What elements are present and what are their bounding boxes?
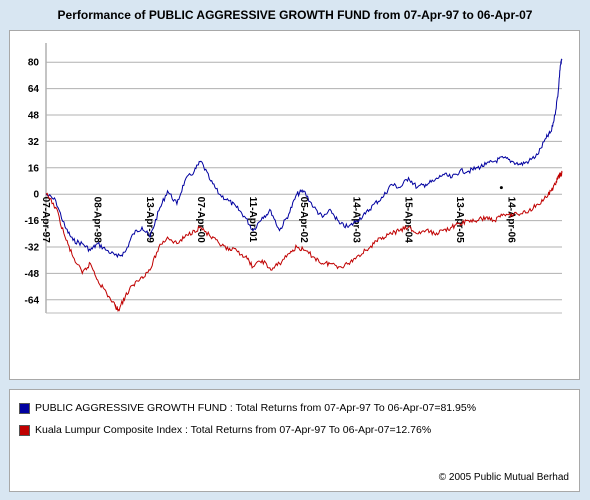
- chart-panel: 80 64 48 32 16 0 -16 -32 -48 -64 07-Apr-97 08-Apr-…: [9, 30, 580, 380]
- series-line-0: [45, 58, 563, 259]
- x-tick-label-0: 07-Apr-97: [40, 197, 51, 244]
- x-tick-label-5: 05-Apr-02: [298, 197, 309, 244]
- legend-swatch-index: [19, 424, 30, 436]
- x-tick-label-8: 13-Apr-05: [454, 197, 465, 244]
- y-tick-label-2: 48: [28, 111, 40, 122]
- y-tick-label-9: -64: [25, 295, 40, 306]
- y-tick-label-5: 0: [33, 190, 39, 201]
- legend-panel: PUBLIC AGGRESSIVE GROWTH FUND : Total Re…: [9, 389, 580, 492]
- x-tick-label-4: 11-Apr-01: [247, 197, 258, 243]
- legend-item-index: Kuala Lumpur Composite Index : Total Ret…: [19, 424, 431, 436]
- x-tick-label-2: 13-Apr-99: [144, 197, 155, 244]
- grid-layer: [45, 43, 562, 314]
- y-tick-label-0: 80: [28, 58, 40, 69]
- y-tick-label-7: -32: [25, 243, 40, 254]
- series-layer: [45, 58, 563, 313]
- y-tick-label-3: 32: [28, 137, 40, 148]
- y-tick-label-4: 16: [28, 163, 40, 174]
- chart-title: Performance of PUBLIC AGGRESSIVE GROWTH …: [57, 8, 533, 22]
- y-tick-label-8: -48: [25, 269, 40, 280]
- series-line-1: [45, 170, 563, 313]
- x-tick-label-7: 15-Apr-04: [403, 197, 414, 244]
- legend-swatch-fund: [19, 402, 30, 414]
- annotation-point-0: [499, 186, 503, 190]
- x-tick-label-3: 07-Apr-00: [195, 197, 206, 244]
- performance-chart: 80 64 48 32 16 0 -16 -32 -48 -64 07-Apr-97 08-Apr-…: [25, 43, 563, 314]
- x-tick-label-6: 14-Apr-03: [351, 197, 362, 244]
- y-tick-label-1: 64: [28, 84, 40, 95]
- legend-item-fund: PUBLIC AGGRESSIVE GROWTH FUND : Total Re…: [19, 402, 476, 414]
- legend-label-index: Kuala Lumpur Composite Index : Total Ret…: [35, 424, 432, 436]
- x-axis-ticks: 07-Apr-97 08-Apr-98 13-Apr-99 07-Apr-00 11-A…: [40, 197, 517, 244]
- x-tick-label-9: 14-Apr-06: [506, 197, 517, 244]
- legend-label-fund: PUBLIC AGGRESSIVE GROWTH FUND : Total Re…: [35, 402, 477, 414]
- copyright-text: © 2005 Public Mutual Berhad: [438, 472, 569, 483]
- x-tick-label-1: 08-Apr-98: [92, 197, 103, 244]
- y-tick-label-6: -16: [25, 216, 40, 227]
- annotation-layer: [499, 186, 503, 190]
- y-axis-ticks: 80 64 48 32 16 0 -16 -32 -48 -64: [25, 58, 40, 307]
